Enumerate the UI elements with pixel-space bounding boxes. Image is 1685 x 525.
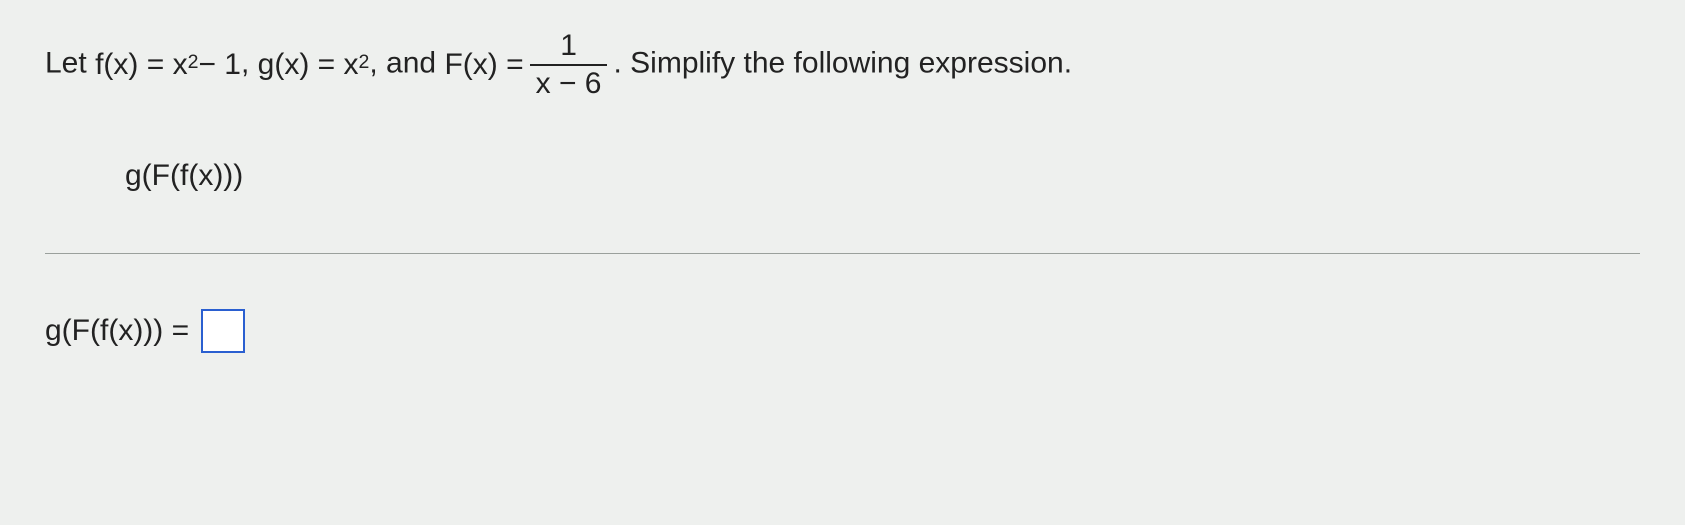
question-page: Let f(x) = x2 − 1 , g(x) = x2 , and F(x)… [0,0,1685,525]
g-exp: 2 [359,51,370,74]
f-lhs: f(x) = x [95,47,188,83]
target-expression: g(F(f(x))) [125,159,1640,193]
g-definition: g(x) = x2 [258,47,370,83]
fraction-denominator: x − 6 [530,64,608,100]
instruction-text: Simplify the following expression. [622,46,1072,79]
answer-lhs: g(F(f(x))) = [45,314,189,348]
big-f-definition: F(x) = 1 x − 6 [444,30,613,99]
f-tail: − 1 [198,47,241,83]
problem-statement: Let f(x) = x2 − 1 , g(x) = x2 , and F(x)… [45,30,1640,99]
sep1: , [241,46,258,79]
f-definition: f(x) = x2 − 1 [95,47,241,83]
sep-and: , and [369,46,444,79]
g-lhs: g(x) = x [258,47,359,83]
answer-input-box[interactable] [201,309,245,353]
target-expression-text: g(F(f(x))) [125,159,243,192]
fraction-numerator: 1 [554,30,583,64]
period: . [613,46,621,79]
f-exp: 2 [188,51,199,74]
let-word: Let [45,46,87,79]
divider [45,253,1640,254]
fraction: 1 x − 6 [530,30,608,99]
big-f-lhs: F(x) = [444,47,523,83]
answer-row: g(F(f(x))) = [45,309,1640,353]
